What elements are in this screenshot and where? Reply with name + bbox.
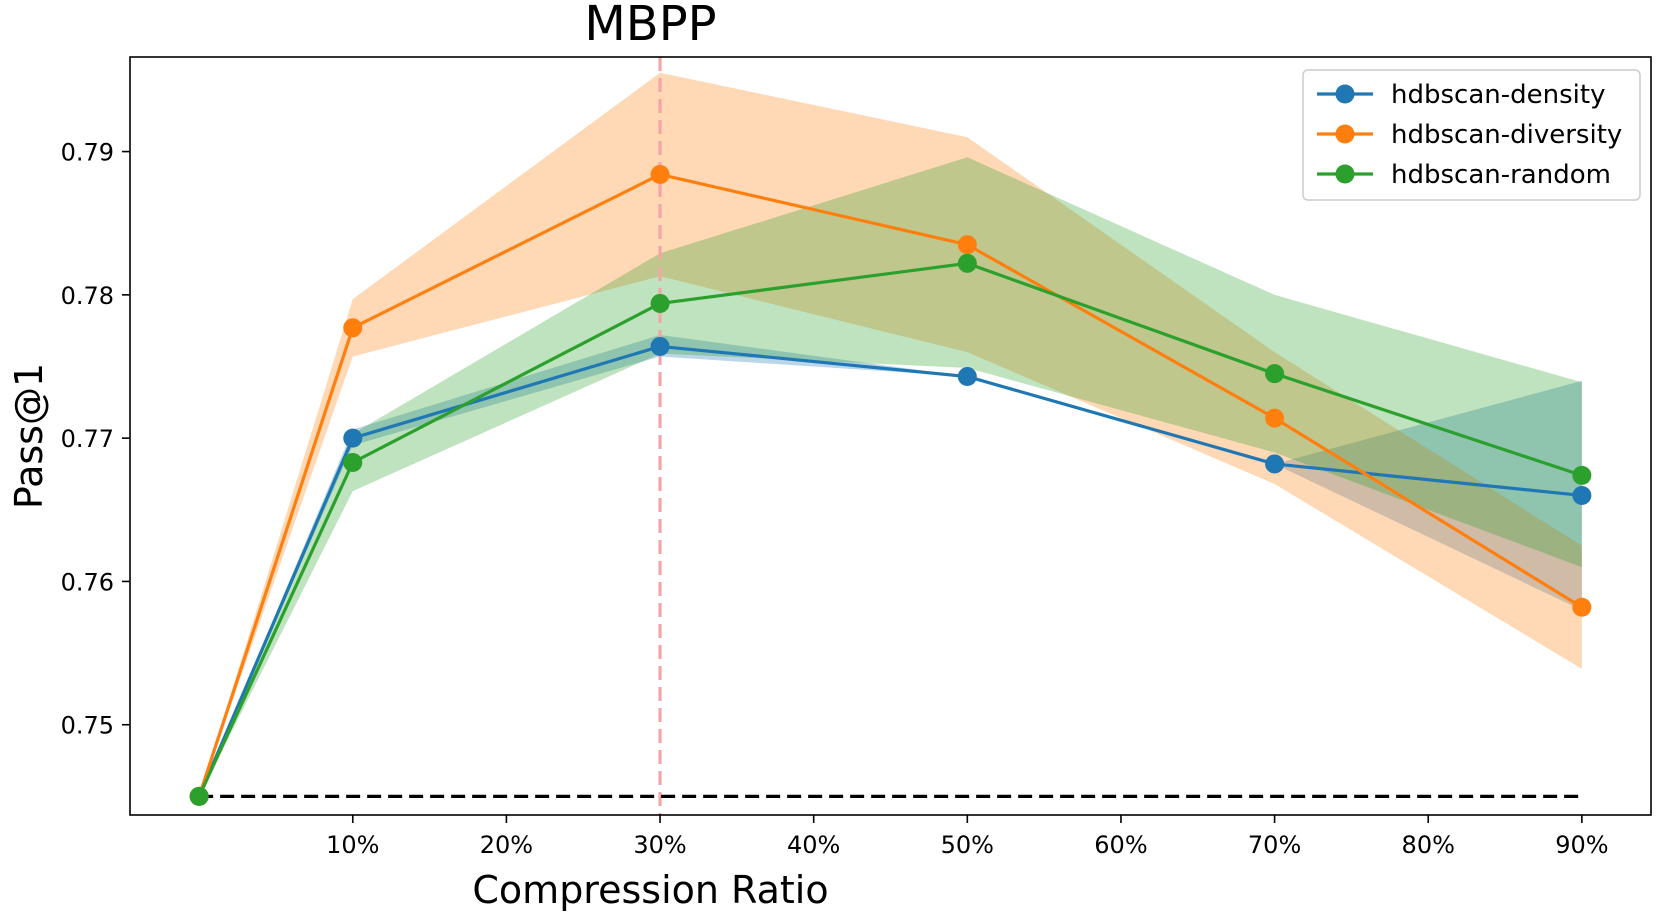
point-hdbscan-density-10 (343, 428, 363, 448)
y-axis-ticks: 0.75 0.76 0.77 0.78 0.79 (61, 139, 130, 740)
x-tick-label: 90% (1555, 831, 1608, 859)
legend-marker-hdbscan-density (1335, 84, 1355, 104)
series-lines (197, 172, 1583, 798)
point-hdbscan-diversity-90 (1572, 597, 1592, 617)
x-axis-title: Compression Ratio (472, 868, 828, 912)
point-hdbscan-random-30 (650, 293, 670, 313)
point-hdbscan-random-70 (1265, 364, 1285, 384)
point-hdbscan-diversity-50 (957, 235, 977, 255)
y-tick-label: 0.75 (61, 712, 114, 740)
y-tick-label: 0.76 (61, 568, 114, 596)
legend-box (1302, 69, 1641, 201)
band-hdbscan-diversity (199, 72, 1582, 797)
legend-label-hdbscan-density: hdbscan-density (1391, 80, 1605, 110)
legend-items: hdbscan-density hdbscan-diversity hdbscan-… (1317, 80, 1622, 190)
line-hdbscan-random (197, 261, 1583, 798)
point-hdbscan-diversity-70 (1265, 408, 1285, 428)
plot-frame (129, 56, 1652, 816)
point-hdbscan-diversity-30 (650, 164, 670, 184)
x-tick-label: 80% (1402, 831, 1455, 859)
confidence-bands (199, 72, 1582, 797)
point-hdbscan-random-10 (343, 453, 363, 473)
chart-title: MBPP (584, 0, 716, 52)
x-tick-label: 60% (1094, 831, 1147, 859)
series-points (189, 164, 1592, 806)
legend-label-hdbscan-random: hdbscan-random (1391, 160, 1611, 190)
x-tick-label: 30% (633, 831, 686, 859)
legend: hdbscan-density hdbscan-diversity hdbscan-… (1302, 69, 1641, 201)
point-hdbscan-density-30 (650, 336, 670, 356)
x-tick-label: 50% (941, 831, 994, 859)
point-hdbscan-density-70 (1265, 454, 1285, 474)
x-tick-label: 40% (787, 831, 840, 859)
x-tick-label: 10% (326, 831, 379, 859)
x-tick-label: 70% (1248, 831, 1301, 859)
legend-marker-hdbscan-diversity (1335, 124, 1355, 144)
point-hdbscan-density-90 (1572, 485, 1592, 505)
x-axis-ticks: 10% 20% 30% 40% 50% 60% 70% 80% 90% (326, 815, 1609, 859)
legend-label-hdbscan-diversity: hdbscan-diversity (1391, 120, 1622, 150)
y-tick-label: 0.77 (61, 425, 114, 453)
y-tick-label: 0.78 (61, 282, 114, 310)
point-hdbscan-random-0 (189, 786, 209, 806)
point-hdbscan-density-50 (957, 367, 977, 387)
legend-marker-hdbscan-random (1335, 164, 1355, 184)
line-hdbscan-density (197, 344, 1583, 798)
line-hdbscan-diversity (197, 172, 1583, 797)
point-hdbscan-random-50 (957, 253, 977, 273)
x-tick-label: 20% (480, 831, 533, 859)
y-axis-title: Pass@1 (7, 363, 51, 509)
y-tick-label: 0.79 (61, 139, 114, 167)
band-hdbscan-random (199, 157, 1582, 797)
point-hdbscan-random-90 (1572, 465, 1592, 485)
point-hdbscan-diversity-10 (343, 318, 363, 338)
